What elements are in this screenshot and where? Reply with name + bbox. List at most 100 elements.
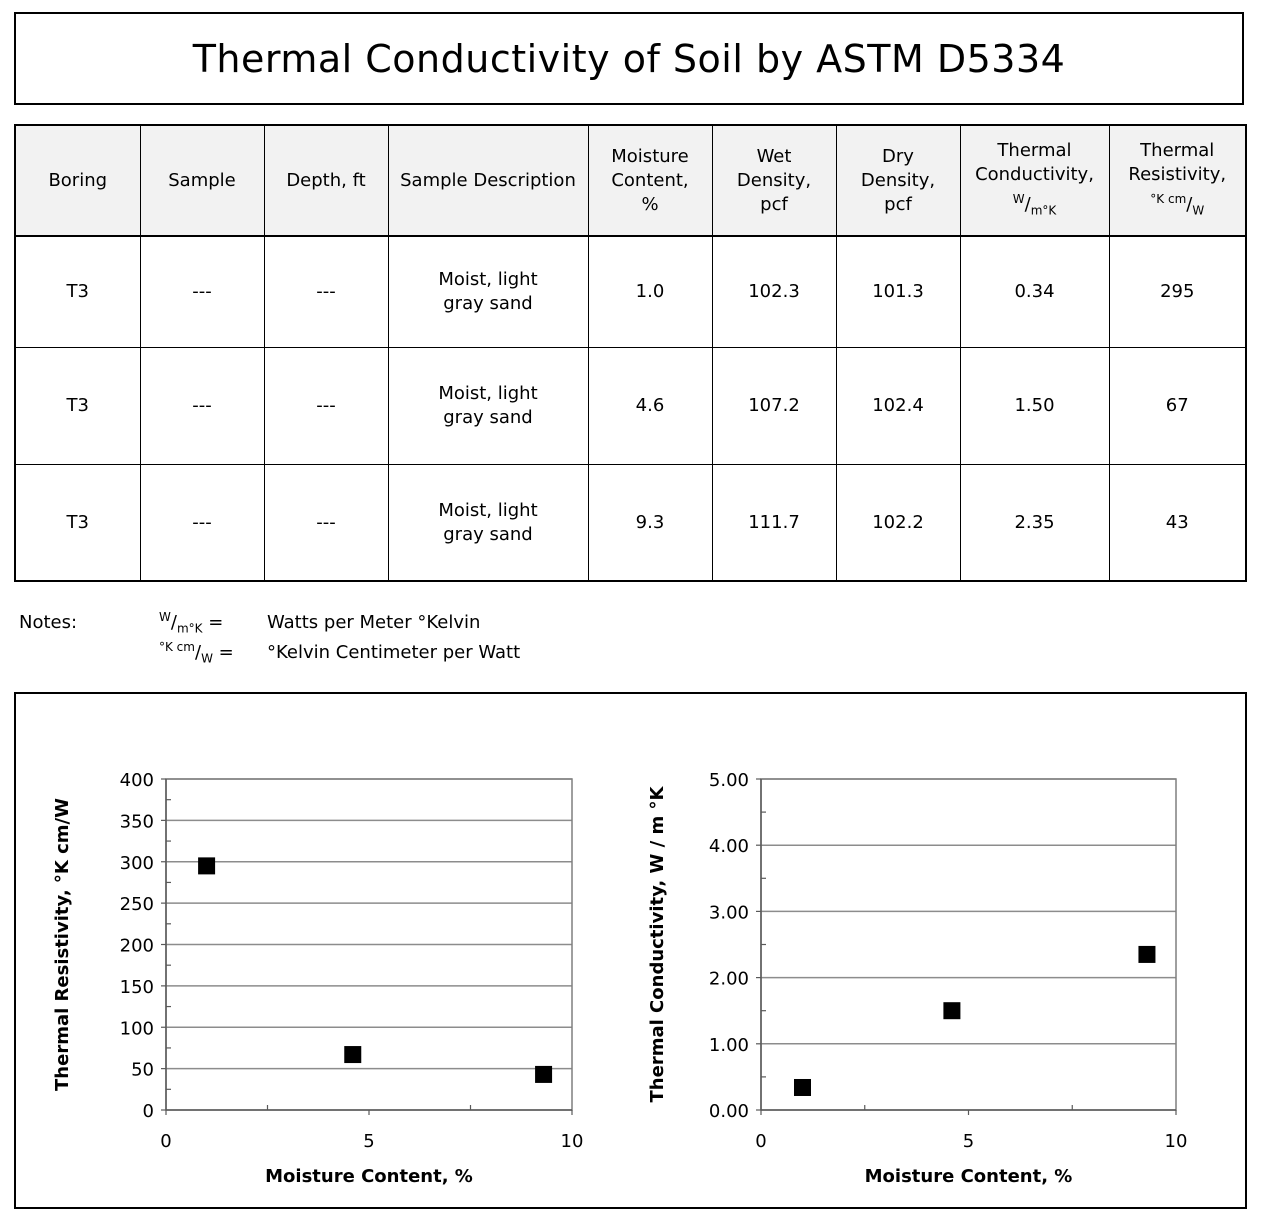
y-tick-label: 350: [120, 811, 154, 832]
x-tick-label: 10: [1165, 1131, 1188, 1152]
y-tick-label: 5.00: [709, 770, 749, 791]
cell-wet-density: 102.3: [711, 235, 837, 348]
cell-resistivity: 295: [1108, 235, 1245, 348]
res-unit-denominator: W: [1192, 203, 1205, 218]
note-symbol-numerator: °K cm: [159, 640, 195, 654]
header-dry-line3: pcf: [884, 193, 912, 215]
note-symbol-denominator: m°K: [176, 621, 203, 636]
plot-area: [760, 778, 1177, 1111]
results-table: Boring Sample Depth, ft Sample Descripti…: [16, 126, 1245, 580]
cell-description: Moist, light gray sand: [387, 464, 589, 580]
y-tick-label: 2.00: [709, 969, 749, 990]
x-tick-label: 0: [160, 1131, 171, 1152]
header-dry-line1: Dry: [882, 145, 914, 167]
header-dry-density: Dry Density, pcf: [835, 126, 961, 237]
header-res-unit: °K cm/W: [1150, 191, 1205, 218]
cell-dry-density: 102.2: [835, 464, 961, 580]
cell-moisture: 9.3: [587, 464, 713, 580]
cell-description: Moist, light gray sand: [387, 235, 589, 348]
header-cond-line2: Conductivity,: [975, 163, 1094, 185]
note-item: W/m°K = Watts per Meter °Kelvin: [159, 610, 480, 636]
y-tick-label: 1.00: [709, 1035, 749, 1056]
table-row: T3 --- --- Moist, light gray sand 4.6 10…: [16, 347, 1245, 465]
note-item: °K cm/W = °Kelvin Centimeter per Watt: [159, 640, 520, 666]
x-tick-label: 10: [561, 1131, 584, 1152]
header-moisture: Moisture Content, %: [587, 126, 713, 237]
x-tick-label: 0: [755, 1131, 766, 1152]
header-wet-line1: Wet: [756, 145, 792, 167]
y-tick-label: 300: [120, 853, 154, 874]
header-cond-unit: W/m°K: [1012, 191, 1057, 218]
title-box: Thermal Conductivity of Soil by ASTM D53…: [14, 12, 1244, 105]
y-tick-label: 100: [120, 1018, 154, 1039]
data-point: [1138, 945, 1156, 963]
cond-unit-numerator: W: [1012, 191, 1025, 206]
cell-moisture: 4.6: [587, 347, 713, 465]
header-depth: Depth, ft: [263, 126, 389, 237]
cell-resistivity: 43: [1108, 464, 1245, 580]
data-point: [344, 1046, 362, 1064]
cell-sample: ---: [139, 464, 265, 580]
x-axis-title: Moisture Content, %: [865, 1166, 1073, 1187]
charts-box: 0 50 100 150 200 250 300 350 400 0 5 10 Moisture Con…: [14, 692, 1247, 1209]
note-symbol: W/m°K =: [159, 610, 224, 636]
header-wet-line2: Density,: [736, 169, 812, 191]
y-tick-label: 150: [120, 977, 154, 998]
y-axis-title: Thermal Resistivity, °K cm/W: [52, 798, 73, 1091]
table-row: T3 --- --- Moist, light gray sand 9.3 11…: [16, 464, 1245, 580]
cell-description: Moist, light gray sand: [387, 347, 589, 465]
header-moisture-line3: %: [641, 193, 659, 215]
y-tick-label: 50: [131, 1060, 154, 1081]
y-axis-title: Thermal Conductivity, W / m °K: [647, 785, 668, 1102]
cell-boring: T3: [16, 464, 141, 580]
header-description: Sample Description: [387, 126, 589, 237]
note-text: Watts per Meter °Kelvin: [267, 612, 481, 633]
note-equals: =: [212, 642, 234, 663]
header-sample: Sample: [139, 126, 265, 237]
header-conductivity: Thermal Conductivity, W/m°K: [959, 126, 1110, 237]
note-text: °Kelvin Centimeter per Watt: [267, 642, 521, 663]
cell-depth: ---: [263, 235, 389, 348]
data-point: [198, 857, 216, 875]
cell-dry-density: 101.3: [835, 235, 961, 348]
cell-wet-density: 107.2: [711, 347, 837, 465]
x-tick-label: 5: [363, 1131, 374, 1152]
header-resistivity: Thermal Resistivity, °K cm/W: [1108, 126, 1245, 237]
header-wet-line3: pcf: [760, 193, 788, 215]
header-cond-line1: Thermal: [997, 139, 1072, 161]
header-moisture-line1: Moisture: [611, 145, 689, 167]
cell-boring: T3: [16, 347, 141, 465]
cell-conductivity: 2.35: [959, 464, 1110, 580]
x-tick-label: 5: [963, 1131, 974, 1152]
header-boring: Boring: [16, 126, 141, 237]
cell-wet-density: 111.7: [711, 464, 837, 580]
cell-depth: ---: [263, 464, 389, 580]
data-point: [794, 1078, 811, 1096]
cell-depth: ---: [263, 347, 389, 465]
cell-conductivity: 1.50: [959, 347, 1110, 465]
cell-dry-density: 102.4: [835, 347, 961, 465]
res-unit-numerator: °K cm: [1150, 191, 1187, 206]
note-symbol-numerator: W: [159, 610, 171, 624]
note-symbol-denominator: W: [201, 651, 213, 666]
note-symbol: °K cm/W =: [159, 640, 234, 666]
note-equals: =: [202, 612, 224, 633]
cell-moisture: 1.0: [587, 235, 713, 348]
cond-unit-denominator: m°K: [1030, 203, 1057, 218]
cell-resistivity: 67: [1108, 347, 1245, 465]
cell-sample: ---: [139, 235, 265, 348]
page-title: Thermal Conductivity of Soil by ASTM D53…: [192, 36, 1066, 81]
data-point: [535, 1065, 553, 1083]
header-wet-density: Wet Density, pcf: [711, 126, 837, 237]
header-dry-line2: Density,: [860, 169, 936, 191]
header-res-line1: Thermal: [1140, 139, 1215, 161]
cell-boring: T3: [16, 235, 141, 348]
results-table-box: Boring Sample Depth, ft Sample Descripti…: [14, 124, 1247, 582]
notes-label: Notes:: [19, 612, 78, 633]
y-tick-label: 200: [120, 936, 154, 957]
y-tick-label: 400: [120, 770, 154, 791]
cell-conductivity: 0.34: [959, 235, 1110, 348]
header-moisture-line2: Content,: [611, 169, 689, 191]
x-axis-title: Moisture Content, %: [265, 1166, 473, 1187]
